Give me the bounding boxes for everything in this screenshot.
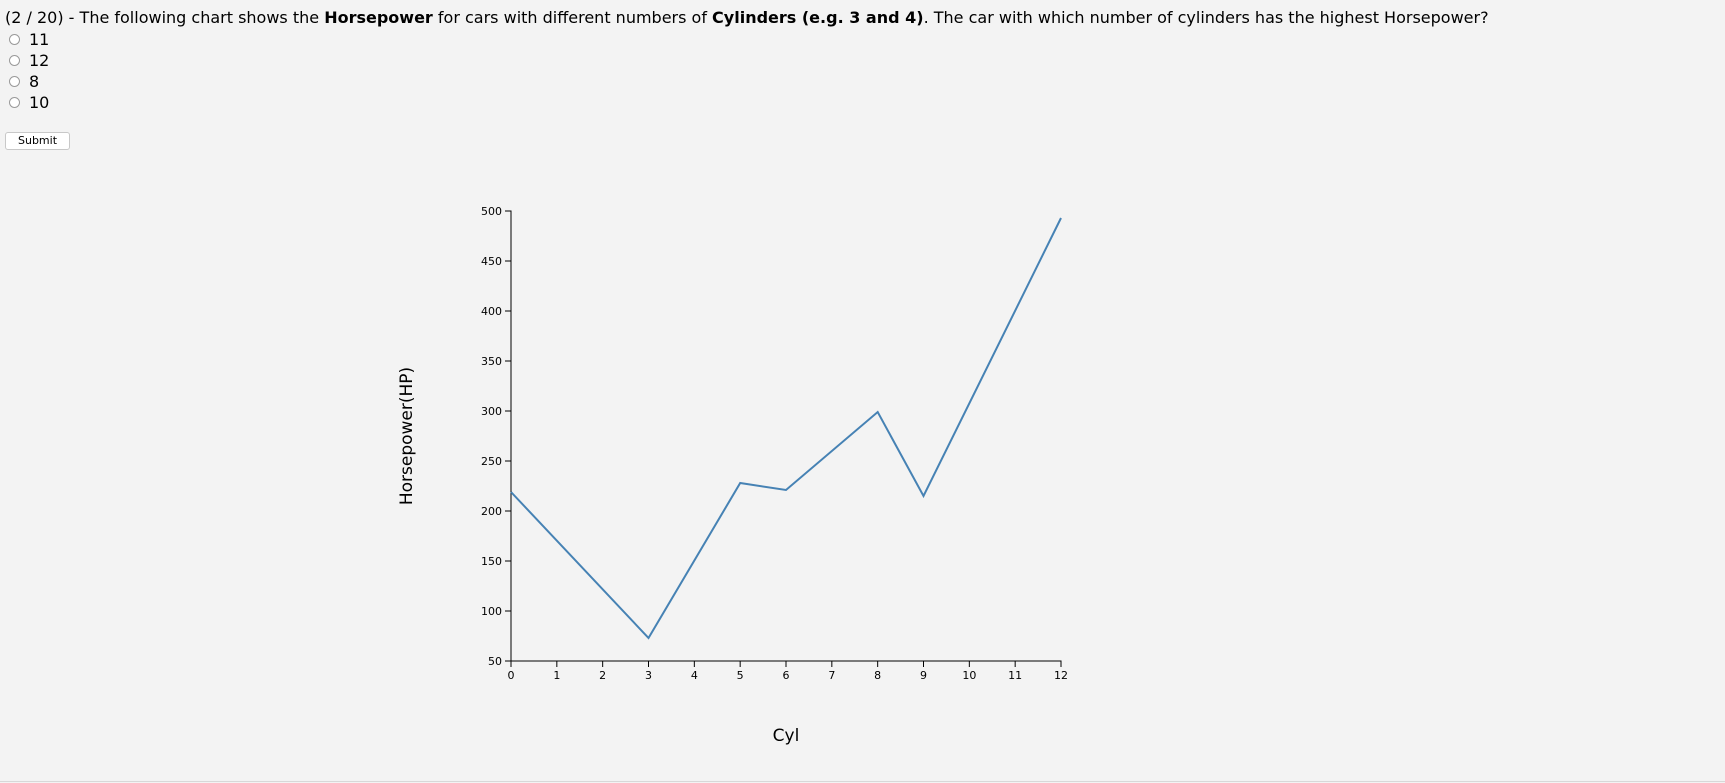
radio-button[interactable] [9,34,20,45]
y-tick-label: 500 [481,205,502,218]
option-label: 10 [29,93,50,112]
radio-button[interactable] [9,55,20,66]
x-tick-label: 8 [874,669,881,682]
option-label: 11 [29,30,50,49]
submit-button[interactable]: Submit [5,132,70,150]
x-tick-label: 7 [828,669,835,682]
x-tick-label: 9 [920,669,927,682]
answer-option-10[interactable]: 10 [9,92,49,113]
y-tick-label: 150 [481,555,502,568]
y-tick-label: 200 [481,505,502,518]
x-tick-label: 2 [599,669,606,682]
x-tick-label: 5 [737,669,744,682]
y-tick-label: 450 [481,255,502,268]
option-label: 12 [29,51,50,70]
question-bold-horsepower: Horsepower [324,8,433,27]
question-part: - The following chart shows the [63,8,325,27]
x-tick-label: 1 [553,669,560,682]
answer-option-8[interactable]: 8 [9,71,49,92]
radio-button[interactable] [9,76,20,87]
answer-option-12[interactable]: 12 [9,50,49,71]
question-part: for cars with different numbers of [432,8,713,27]
question-progress: (2 / 20) [5,8,64,27]
y-tick-label: 300 [481,405,502,418]
x-tick-label: 11 [1008,669,1022,682]
answer-options: 11 12 8 10 [9,29,49,113]
y-tick-label: 100 [481,605,502,618]
horsepower-series-line [510,217,1062,640]
y-tick-label: 400 [481,305,502,318]
x-tick-label: 3 [645,669,652,682]
radio-button[interactable] [9,97,20,108]
y-axis-domain [505,210,512,662]
x-axis-label: Cyl [773,726,800,746]
question-bold-cylinders: Cylinders (e.g. 3 and 4) [712,8,924,27]
question-text: (2 / 20) - The following chart shows the… [5,8,1489,28]
y-tick-label: 50 [488,655,502,668]
y-tick-label: 350 [481,355,502,368]
y-axis-label: Horsepower(HP) [397,367,417,505]
question-part: . The car with which number of cylinders… [923,8,1489,27]
option-label: 8 [29,72,40,91]
x-tick-label: 0 [508,669,515,682]
x-tick-label: 4 [691,669,698,682]
x-axis: 0 1 2 3 4 5 6 7 8 9 10 11 12 [508,660,1068,682]
answer-option-11[interactable]: 11 [9,29,49,50]
y-tick-label: 250 [481,455,502,468]
y-axis: 50 100 150 200 250 300 350 400 450 500 [481,205,512,668]
x-tick-label: 6 [783,669,790,682]
x-tick-label: 10 [962,669,976,682]
x-tick-label: 12 [1054,669,1068,682]
